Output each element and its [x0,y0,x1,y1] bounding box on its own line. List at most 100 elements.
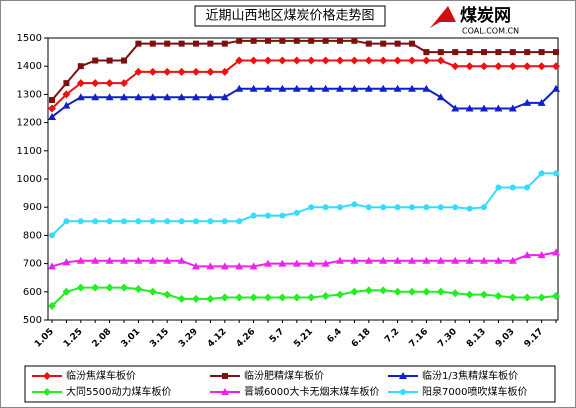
data-point [91,256,100,264]
data-point [120,256,128,264]
data-point [466,49,473,56]
data-point [163,67,172,76]
data-point [278,56,287,65]
data-point [451,62,460,71]
series-line [51,251,557,268]
data-point [250,212,257,219]
data-point [379,286,388,295]
legend-marker [43,372,51,380]
data-point [148,256,157,264]
data-point [537,62,546,71]
data-point [466,205,473,212]
data-point [552,84,560,92]
data-point [508,104,517,112]
data-point [495,184,502,191]
data-point [62,258,71,266]
data-point [422,256,431,264]
data-point [134,67,143,76]
data-point [379,56,388,65]
data-point [278,259,287,267]
data-point [177,93,186,101]
y-tick-label: 900 [23,202,42,213]
legend-label: 临汾1/3焦精煤车板价 [422,369,518,382]
data-point [393,56,402,65]
data-point [364,256,373,264]
y-tick-label: 1100 [17,146,42,157]
legend-marker [400,389,406,395]
data-point [451,104,460,112]
legend-marker [43,388,51,396]
data-point [91,93,100,101]
data-point [436,56,445,65]
data-point [92,57,99,64]
legend-label: 临汾肥精煤车板价 [244,369,324,382]
data-point [553,170,559,177]
data-point [481,49,487,56]
data-point [408,56,416,65]
data-point [437,49,444,56]
data-point [207,40,214,47]
data-point [236,37,243,44]
data-point [92,218,99,225]
data-point [105,79,114,88]
data-point [164,218,171,225]
y-tick-label: 500 [23,315,42,326]
data-point [380,204,387,211]
data-point [380,40,387,47]
data-point [379,256,388,264]
data-point [481,204,487,211]
data-point [465,62,474,71]
data-point [265,212,271,219]
data-point [307,84,316,92]
logo-domain: COAL.COM.CN [462,27,519,36]
data-point [307,259,316,267]
data-point [192,67,200,76]
data-point [77,63,84,70]
legend-label: 临汾焦煤车板价 [66,369,136,382]
data-point [552,62,560,71]
data-point [235,293,244,302]
data-point [365,40,372,47]
data-point [538,170,545,177]
data-point [76,283,85,292]
data-point [62,101,71,109]
data-point [220,293,229,302]
data-point [249,293,258,302]
data-point [393,84,402,92]
data-point [523,293,532,302]
data-point [49,232,55,239]
data-point [508,256,517,264]
data-point [465,290,474,299]
data-point [293,209,300,216]
data-point [436,287,445,296]
logo-name: 煤炭网 [460,5,511,26]
data-point [350,84,359,92]
data-point [220,67,229,76]
data-point [364,286,373,295]
data-point [422,287,431,296]
data-point [120,79,128,88]
data-point [105,256,114,264]
data-point [48,112,56,120]
plot-area [47,37,559,321]
data-point [221,218,228,225]
y-tick-label: 600 [23,287,42,298]
data-point [206,262,215,270]
data-point [134,256,143,264]
data-point [135,218,142,225]
data-point [364,56,373,65]
data-point [63,80,70,87]
data-point [250,37,257,44]
data-point [308,204,315,211]
data-point [63,218,70,225]
data-point [148,287,157,296]
data-point [452,204,459,211]
data-point [350,287,359,296]
data-point [192,262,200,270]
legend-label: 大同5500动力煤车板价 [66,385,171,398]
y-tick-label: 700 [23,259,42,270]
data-point [236,218,243,225]
data-point [322,37,329,44]
legend-box [24,365,556,403]
y-tick-label: 800 [23,230,42,241]
